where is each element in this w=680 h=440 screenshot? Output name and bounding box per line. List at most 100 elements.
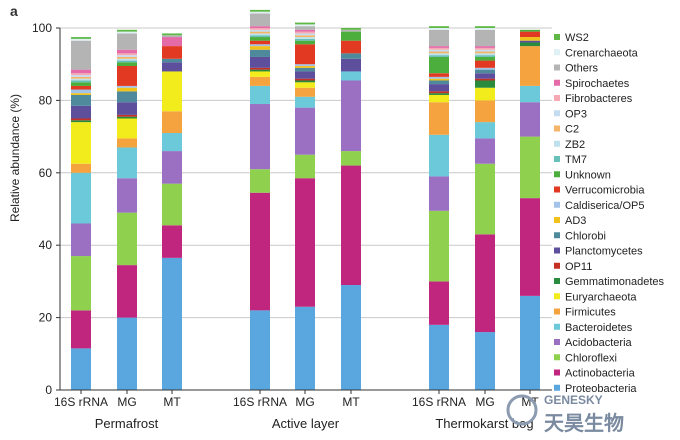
- bar-segment: [429, 94, 449, 103]
- bar-segment: [520, 31, 540, 38]
- bar-segment: [475, 138, 495, 164]
- legend-swatch: [554, 232, 560, 239]
- bar-segment: [475, 60, 495, 68]
- bar-segment: [117, 56, 137, 59]
- group-label: Permafrost: [95, 416, 159, 431]
- bar-segment: [475, 47, 495, 50]
- legend-swatch: [554, 156, 560, 162]
- bar-segment: [117, 53, 137, 56]
- legend-item: Chloroflexi: [554, 352, 617, 364]
- bar-segment: [520, 46, 540, 86]
- bar-segment: [429, 176, 449, 211]
- bar-segment: [475, 122, 495, 139]
- bar-segment: [71, 172, 91, 224]
- bar-segment: [295, 35, 315, 38]
- legend-label: Crenarchaeota: [565, 47, 639, 59]
- bar-segment: [429, 55, 449, 57]
- bar-segment: [250, 33, 270, 36]
- bar-segment: [429, 56, 449, 74]
- bar-segment: [117, 265, 137, 318]
- bar-segment: [250, 13, 270, 27]
- bar-segment: [341, 71, 361, 81]
- legend-label: Acidobacteria: [565, 337, 633, 349]
- group-label: Thermokarst bog: [435, 416, 533, 431]
- bar-segment: [250, 40, 270, 45]
- bar-segment: [475, 56, 495, 61]
- bar-segment: [429, 53, 449, 56]
- bar-segment: [341, 29, 361, 32]
- bar-segment: [295, 178, 315, 307]
- bar-segment: [295, 71, 315, 79]
- bar-segment: [429, 324, 449, 390]
- bar-segment: [429, 78, 449, 81]
- legend-label: Chlorobi: [565, 230, 606, 242]
- bar-segment: [341, 40, 361, 54]
- bar-stack: [162, 33, 182, 390]
- legend-swatch: [554, 323, 560, 330]
- bar-segment: [250, 28, 270, 30]
- bar-segment: [295, 67, 315, 72]
- bar-segment: [520, 136, 540, 199]
- watermark-cjk: 天昊生物: [544, 411, 624, 435]
- bar-segment: [295, 107, 315, 155]
- bar-segment: [250, 37, 270, 41]
- bar-segment: [250, 35, 270, 38]
- bar-segment: [162, 33, 182, 36]
- bar-segment: [341, 80, 361, 152]
- legend-item: Caldiserica/OP5: [554, 200, 644, 212]
- legend-label: Euryarchaeota: [565, 291, 637, 303]
- y-tick-label: 0: [45, 383, 52, 397]
- bar-segment: [429, 134, 449, 177]
- x-tick-label: 16S rRNA: [412, 395, 466, 409]
- bar-segment: [117, 66, 137, 86]
- bar-segment: [295, 40, 315, 45]
- bar-segment: [71, 94, 91, 106]
- legend-item: ZB2: [554, 139, 585, 151]
- bar-segment: [250, 169, 270, 193]
- bar-segment: [429, 73, 449, 77]
- bar-segment: [295, 306, 315, 390]
- bar-segment: [429, 47, 449, 50]
- bar-segment: [250, 31, 270, 34]
- bar-stack: [71, 37, 91, 390]
- legend-label: AD3: [565, 215, 586, 227]
- bar-segment: [475, 67, 495, 70]
- bar-segment: [117, 55, 137, 57]
- bar-segment: [117, 317, 137, 390]
- bar-segment: [429, 26, 449, 28]
- bar-segment: [295, 26, 315, 30]
- legend-label: Actinobacteria: [565, 368, 636, 380]
- bar-segment: [295, 80, 315, 83]
- y-tick-label: 80: [39, 93, 53, 107]
- legend-swatch: [554, 64, 560, 71]
- bar-segment: [162, 151, 182, 184]
- bar-segment: [117, 212, 137, 266]
- bar-segment: [341, 151, 361, 166]
- bar-segment: [71, 37, 91, 39]
- legend-label: C2: [565, 124, 579, 136]
- bar-segment: [162, 183, 182, 226]
- bar-segment: [520, 102, 540, 137]
- axes: 0 20 40 60 80 100: [32, 21, 552, 397]
- bar-stack: [520, 29, 540, 390]
- legend-swatch: [554, 293, 560, 300]
- legend-label: ZB2: [565, 139, 585, 151]
- legend-swatch: [554, 79, 560, 86]
- panel-label: a: [10, 3, 18, 19]
- legend-item: Gemmatimonadetes: [554, 276, 665, 288]
- legend: WS2 Crenarchaeota Others Spirochaetes Fibrob…: [554, 32, 665, 395]
- bar-segment: [429, 29, 449, 47]
- legend-swatch: [554, 384, 560, 391]
- bar-segment: [341, 53, 361, 59]
- bar-segment: [117, 58, 137, 61]
- bar-segment: [295, 82, 315, 88]
- bar-segment: [250, 310, 270, 390]
- legend-swatch: [554, 262, 560, 269]
- x-tick-label: MG: [295, 395, 314, 409]
- legend-swatch: [554, 34, 560, 40]
- y-tick-label: 60: [39, 166, 53, 180]
- legend-swatch: [554, 95, 560, 101]
- bar-segment: [250, 49, 270, 57]
- legend-item: WS2: [554, 32, 589, 44]
- bar-segment: [71, 348, 91, 390]
